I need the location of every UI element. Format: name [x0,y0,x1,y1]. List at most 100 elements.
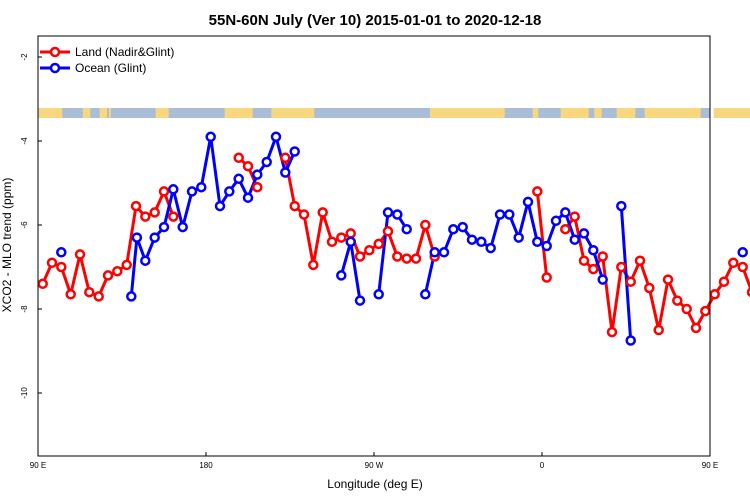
legend-land-label: Land (Nadir&Glint) [75,45,174,59]
series-0-point-12 [149,207,160,218]
legend-land-marker [49,46,61,58]
series-0-point-56 [700,305,711,317]
legend: Land (Nadir&Glint) Ocean (Glint) [40,45,174,75]
strip-land-12 [644,108,701,118]
series-1-point-42 [522,196,534,208]
series-1-point-26 [373,289,384,300]
series-0-point-1 [46,257,58,269]
x-axis-label: Longitude (deg E) [327,477,422,491]
x-tick-label-2: 90 W [365,461,384,470]
series-0-point-54 [681,303,692,315]
strip-land-10 [594,108,602,118]
x-tick-label-4: 90 E [702,461,718,470]
strip-land-7 [430,108,505,118]
series-0-point-46 [606,326,618,338]
y-tick-label-4: -2 [20,53,29,61]
series-1-point-44 [541,240,552,252]
series-1-point-22 [336,270,347,281]
series-1-line-3 [377,210,408,295]
series-0-point-44 [588,263,599,275]
y-tick-label-2: -6 [20,221,29,229]
series-0-point-35 [420,219,431,231]
strip-land-13 [713,108,750,118]
series-1-point-55 [737,247,748,258]
legend-item-land: Land (Nadir&Glint) [40,45,174,59]
series-1-point-7 [168,184,179,195]
x-tick-label-3: 0 [540,461,545,470]
series-1-point-20 [289,146,300,157]
series-1-point-19 [280,167,291,178]
series-0-point-48 [625,276,636,287]
series-1-point-10 [196,181,207,193]
strip-land-11 [616,108,636,118]
y-axis-label: XCO2 - MLO trend (ppm) [0,178,14,313]
legend-ocean-label: Ocean (Glint) [75,61,146,75]
series-1-point-39 [494,209,506,220]
series-0-point-58 [718,276,730,287]
series-1-point-53 [625,335,636,346]
series-1-point-34 [448,223,459,235]
series-1-point-2 [126,291,137,302]
series-0-point-23 [308,259,319,271]
strip-land-6 [271,108,315,118]
series-0-point-31 [382,226,394,237]
series-1-point-12 [214,200,226,212]
series-0-point-7 [102,270,114,281]
series-lines [41,135,750,341]
strip-land-3 [108,108,111,118]
series-0-point-2 [56,261,67,273]
series-1-point-15 [242,192,254,203]
y-tick-label-0: -10 [20,387,29,399]
series-1-point-11 [205,131,216,143]
series-1-point-43 [532,236,543,248]
series-0-line-4 [564,215,750,334]
series-1-point-35 [457,221,468,233]
series-1-point-41 [513,232,524,243]
series-0-point-25 [326,236,338,248]
y-tick-label-3: -4 [20,137,29,145]
series-0-point-28 [354,251,366,262]
x-tick-label-0: 90 E [30,461,46,470]
series-0-point-42 [569,211,580,222]
series-1-point-38 [485,242,496,254]
series-0-point-60 [737,261,748,273]
series-1-point-31 [420,289,431,300]
series-0-point-53 [672,295,683,306]
series-0-point-39 [541,272,552,283]
series-0-point-22 [298,209,310,220]
series-0-point-9 [121,259,132,271]
series-1-point-40 [504,209,515,220]
series-0-point-17 [242,160,254,172]
series-0-point-50 [644,282,655,294]
series-1-point-23 [345,236,356,248]
series-0-point-59 [728,257,739,269]
series-0-point-34 [410,253,422,264]
series-1-point-45 [550,215,562,227]
series-1-point-46 [560,207,571,218]
series-0-point-8 [112,265,123,277]
series-0-point-11 [140,211,151,222]
series-0-point-0 [37,278,48,290]
series-1-point-36 [466,234,478,245]
series-0-point-20 [280,152,291,164]
series-1-point-48 [578,228,590,239]
series-0-point-43 [578,255,590,266]
series-1-point-33 [438,247,450,258]
series-0-point-33 [401,253,412,264]
series-0-point-4 [74,249,86,260]
series-0-point-5 [84,286,95,298]
x-tick-label-1: 180 [199,461,213,470]
series-0-point-41 [560,223,571,235]
series-1-line-5 [619,205,633,341]
series-0-line-3 [535,191,549,278]
series-1-point-52 [616,200,627,212]
series-0-point-18 [252,181,263,193]
series-1-point-8 [177,221,188,233]
y-tick-label-1: -8 [20,305,29,313]
series-1-point-18 [270,131,282,143]
series-0-point-13 [158,186,170,197]
strip-land-4 [155,108,169,118]
series-1-point-14 [233,173,244,185]
series-0-point-16 [233,152,244,164]
series-1-point-16 [252,169,263,180]
